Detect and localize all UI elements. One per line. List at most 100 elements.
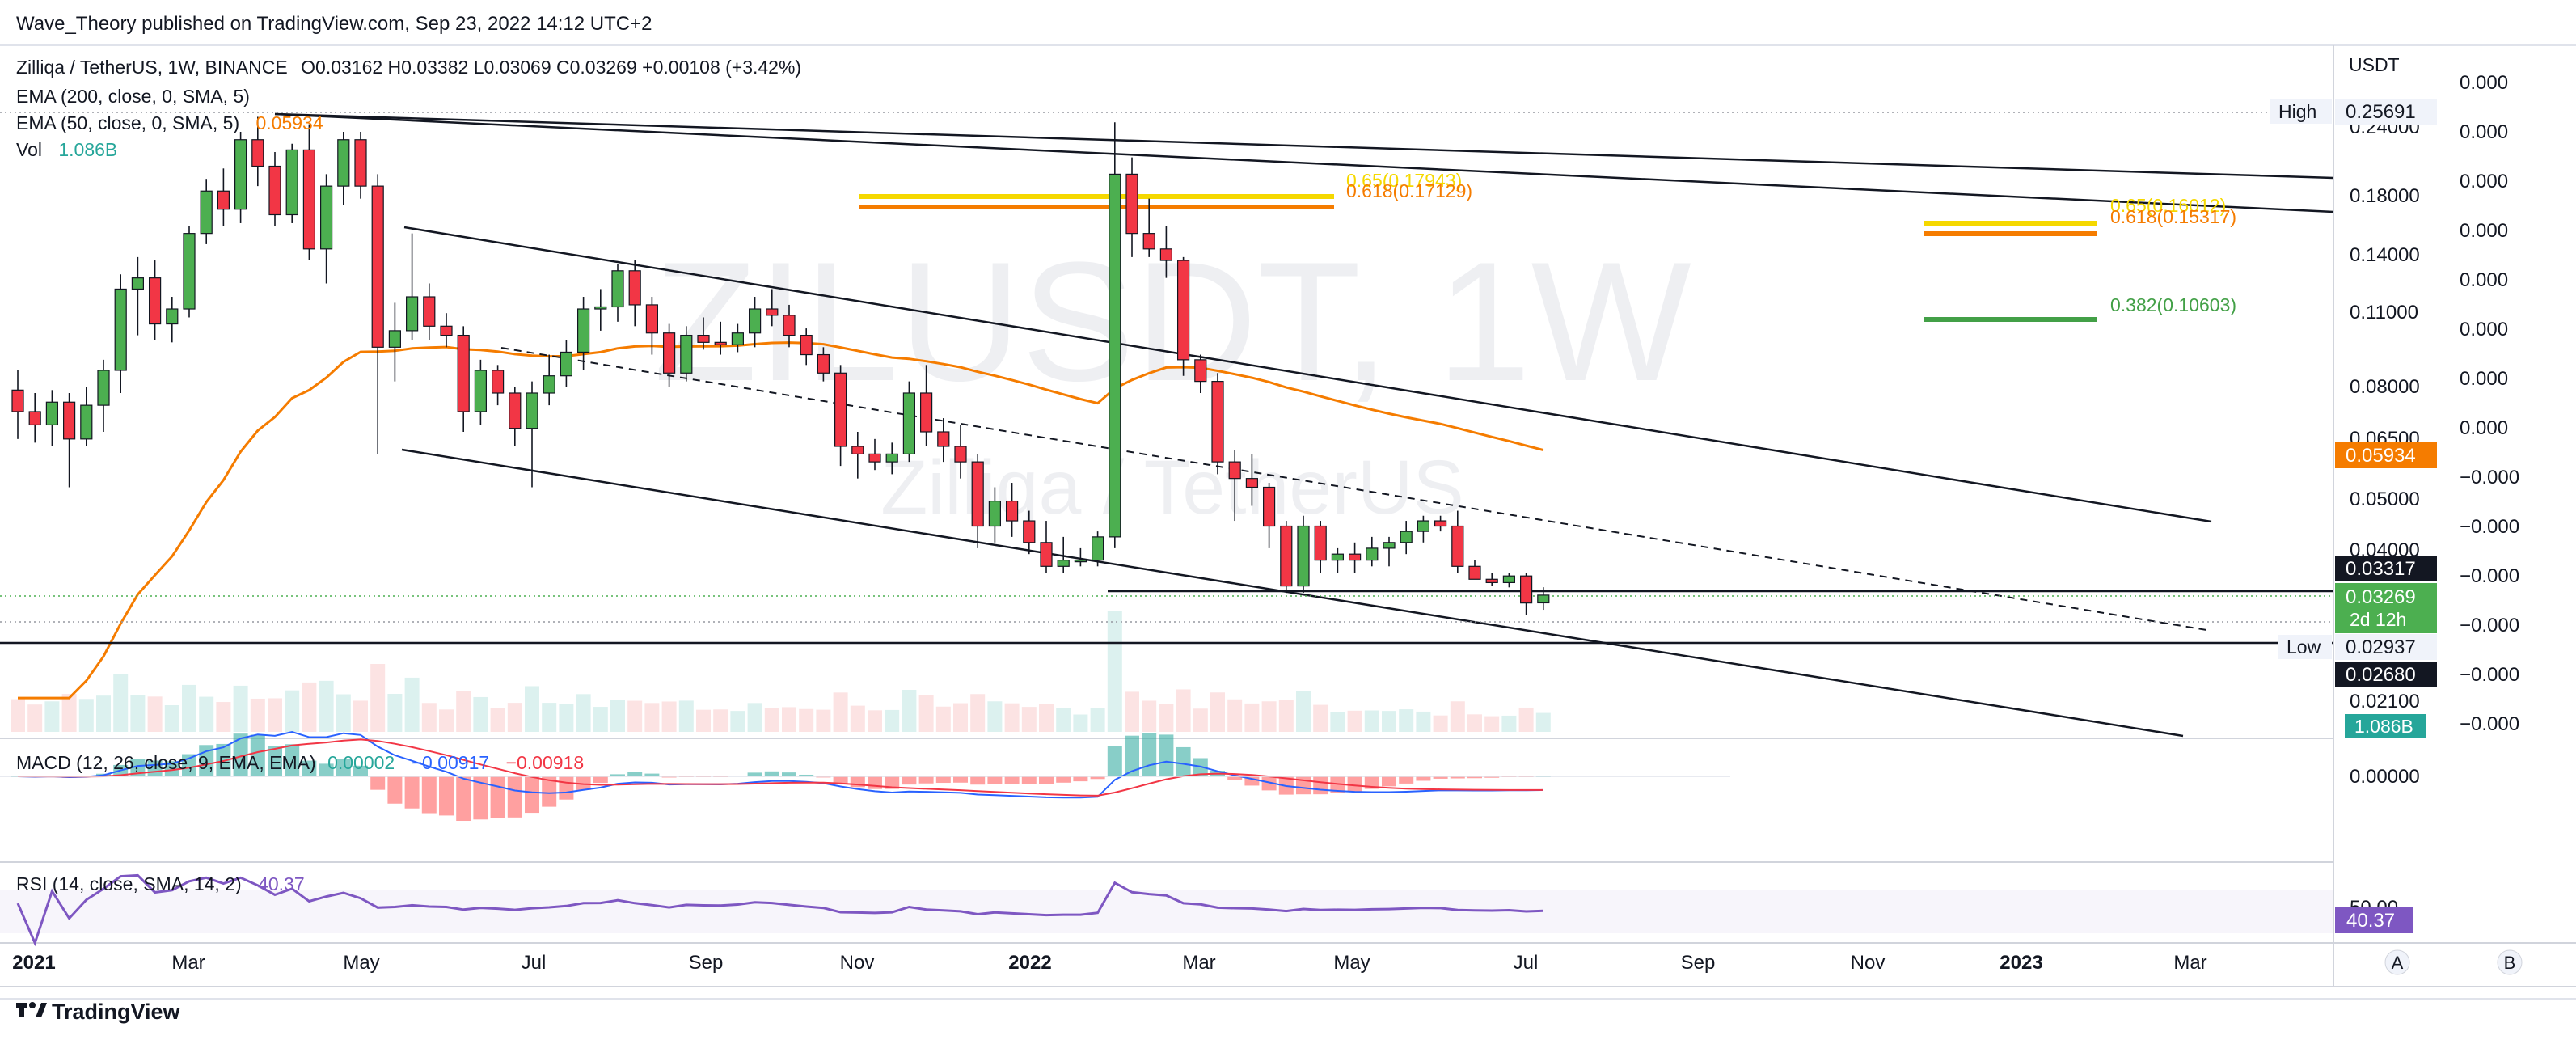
trend-channel-lines[interactable] xyxy=(0,112,2334,738)
close-value: 0.03269 xyxy=(2346,586,2416,608)
upper-trendline-1[interactable] xyxy=(274,112,2334,180)
tradingview-logo[interactable]: TradingView xyxy=(16,1000,181,1024)
volume-bar xyxy=(970,694,986,732)
candle-body xyxy=(1023,520,1036,543)
candle-body xyxy=(114,288,127,371)
candle-body xyxy=(680,334,693,374)
secondary-tick: −0.000 xyxy=(2460,516,2519,538)
volume-bar xyxy=(782,707,796,732)
secondary-tick: −0.000 xyxy=(2460,467,2519,488)
scale-buttons[interactable]: A B xyxy=(2384,949,2523,975)
fib-levels[interactable]: 0.65(0.17943) 0.618(0.17129) 0.65(0.1601… xyxy=(859,170,2236,322)
macd-hist-bar xyxy=(302,760,317,776)
candle-body xyxy=(285,149,298,216)
candle-body xyxy=(1159,248,1173,261)
macd-hist-bar xyxy=(1347,776,1362,792)
volume-bar xyxy=(370,664,386,732)
time-tick: 2023 xyxy=(2000,952,2042,974)
fib-right-0618-label: 0.618(0.15317) xyxy=(2110,206,2236,227)
volume-bar xyxy=(1313,704,1328,732)
support-value: 0.02680 xyxy=(2346,664,2416,686)
legend-macd-row[interactable]: MACD (12, 26, close, 9, EMA, EMA) 0.0000… xyxy=(16,752,584,774)
candle-body xyxy=(954,446,967,463)
volume-bar xyxy=(902,690,917,732)
volume-bar xyxy=(593,707,608,732)
volume-bar xyxy=(1278,700,1294,732)
macd-hist-bar xyxy=(164,761,179,776)
candle-body xyxy=(28,411,41,426)
candle-body xyxy=(1451,525,1464,567)
legend-vol-row[interactable]: Vol 1.086B xyxy=(16,139,117,161)
macd-hist-bar xyxy=(268,746,282,776)
footer-brand: TradingView xyxy=(52,1000,181,1024)
time-axis[interactable]: 2021 Mar May Jul Sep Nov 2022 Mar May Jul Sep Nov 20… xyxy=(12,952,2206,974)
legend-macd-line: −0.00917 xyxy=(411,752,490,773)
macd-hist-bar xyxy=(1004,776,1020,784)
volume-bar xyxy=(182,684,196,732)
fib-right-065-label: 0.65(0.16012) xyxy=(2110,195,2226,216)
macd-hist-bar xyxy=(1073,776,1088,782)
volume-bar xyxy=(44,701,60,732)
candle-body xyxy=(62,401,76,440)
volume-bar xyxy=(268,698,282,732)
channel-upper-line[interactable] xyxy=(403,226,2212,523)
legend-ema50-value: 0.05934 xyxy=(255,112,323,133)
publisher-line: Wave_Theory published on TradingView.com… xyxy=(16,13,652,35)
candle-body xyxy=(714,341,727,345)
volume-bar xyxy=(868,710,882,732)
macd-hist-bar xyxy=(868,776,882,789)
volume-bar xyxy=(576,694,591,732)
candle-body xyxy=(885,453,898,463)
volume-bar xyxy=(1382,711,1396,732)
high-value-box xyxy=(2335,99,2437,125)
channel-midline[interactable] xyxy=(500,347,2212,632)
macd-hist-bar xyxy=(1467,776,1482,779)
macd-hist-bar xyxy=(336,759,351,776)
legend-ema200-row[interactable]: EMA (200, close, 0, SMA, 5) xyxy=(16,86,250,108)
macd-hist-bar xyxy=(593,776,608,784)
scale-button-b[interactable] xyxy=(2497,949,2523,975)
volume-bar xyxy=(302,682,317,732)
tradingview-icon xyxy=(16,1002,47,1017)
candle-body xyxy=(971,461,984,527)
volume-bar xyxy=(661,701,677,732)
macd-hist-bar xyxy=(1433,776,1448,779)
volume-bar xyxy=(696,709,711,732)
upper-trendline-2[interactable] xyxy=(274,112,2334,213)
scale-button-a[interactable] xyxy=(2384,949,2410,975)
candle-body xyxy=(1194,359,1207,383)
price-axis[interactable]: USDT 0.240000.180000.140000.110000.08000… xyxy=(2349,54,2420,712)
macd-hist-bar xyxy=(559,776,574,800)
legend-ema50-row[interactable]: EMA (50, close, 0, SMA, 5) 0.05934 xyxy=(16,112,323,134)
candle-body xyxy=(834,372,847,447)
price-tick: 0.02100 xyxy=(2350,691,2420,712)
candle-body xyxy=(1005,500,1019,522)
rsi-value-box xyxy=(2335,907,2413,933)
macd-hist-bar xyxy=(627,772,643,776)
legend-symbol[interactable]: Zilliqa / TetherUS, 1W, BINANCE xyxy=(16,57,288,78)
macd-hist-bar xyxy=(250,734,265,776)
candle-body xyxy=(440,325,453,336)
volume-bar xyxy=(319,680,334,732)
time-tick: 2022 xyxy=(1008,952,1051,974)
fib-left-065-label: 0.65(0.17943) xyxy=(1346,170,1462,191)
candle-body xyxy=(937,431,950,447)
volume-bar xyxy=(130,695,146,732)
candle-body xyxy=(1125,173,1138,235)
volume-bar xyxy=(216,702,231,732)
scale-button-b-label: B xyxy=(2504,953,2516,973)
candle-body xyxy=(1040,542,1053,567)
rsi-value-tag: 40.37 xyxy=(2346,910,2395,932)
fib-right-0382-label: 0.382(0.10603) xyxy=(2110,294,2236,315)
channel-lower-line[interactable] xyxy=(401,448,2184,738)
volume-bar xyxy=(935,706,951,732)
candle-body xyxy=(560,351,573,377)
macd-hist-bar xyxy=(799,774,814,776)
legend-rsi-row[interactable]: RSI (14, close, SMA, 14, 2) 40.37 xyxy=(16,873,305,895)
volume-bar xyxy=(764,708,779,732)
volume-bar xyxy=(987,701,1003,732)
countdown: 2d 12h xyxy=(2350,609,2406,630)
volume-bar xyxy=(850,705,865,732)
legend-ema200: EMA (200, close, 0, SMA, 5) xyxy=(16,86,250,107)
